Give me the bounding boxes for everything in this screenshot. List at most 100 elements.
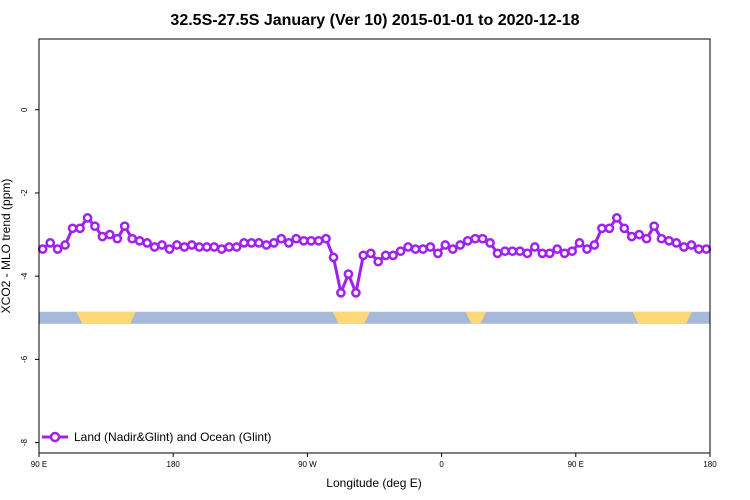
data-point xyxy=(194,242,205,252)
data-point xyxy=(127,233,138,244)
data-point xyxy=(418,244,428,254)
data-point xyxy=(142,238,152,248)
data-point xyxy=(186,240,197,250)
data-point xyxy=(574,238,585,248)
x-tick-label: 180 xyxy=(167,460,181,469)
x-axis-label: Longitude (deg E) xyxy=(326,476,421,490)
chart-title: 32.5S-27.5S January (Ver 10) 2015-01-01 … xyxy=(170,12,579,29)
data-point xyxy=(179,242,190,252)
y-tick-label: -2 xyxy=(20,189,29,197)
data-point xyxy=(60,240,70,250)
x-tick-label: 90 E xyxy=(31,460,47,469)
data-point xyxy=(485,238,495,248)
data-point xyxy=(693,244,704,254)
data-point xyxy=(544,248,555,259)
data-point xyxy=(470,233,481,244)
x-tick-label: 180 xyxy=(703,460,717,469)
data-point xyxy=(321,233,331,244)
y-tick-label: -6 xyxy=(20,355,29,363)
data-point xyxy=(679,242,689,252)
data-point xyxy=(209,242,220,252)
data-point xyxy=(157,240,167,250)
data-point xyxy=(52,244,63,254)
data-point xyxy=(306,235,316,246)
data-point xyxy=(589,240,600,250)
data-point xyxy=(328,252,339,263)
data-point xyxy=(269,238,279,248)
data-point xyxy=(45,238,56,248)
data-point xyxy=(686,240,697,250)
x-tick-label: 90 W xyxy=(298,460,317,469)
data-point xyxy=(246,238,257,248)
data-point xyxy=(582,244,592,254)
data-point xyxy=(529,242,540,252)
data-point xyxy=(134,235,145,246)
y-tick-label: -4 xyxy=(20,272,29,280)
data-point xyxy=(664,235,674,246)
data-point xyxy=(567,246,577,257)
data-point xyxy=(298,235,309,246)
legend-label: Land (Nadir&Glint) and Ocean (Glint) xyxy=(74,430,271,444)
data-point xyxy=(90,221,100,232)
data-point xyxy=(239,238,249,248)
data-point xyxy=(82,213,93,223)
data-point xyxy=(104,229,115,240)
data-point xyxy=(231,242,242,252)
y-tick-label: 0 xyxy=(20,107,29,112)
x-axis-ticks: 90 E 180 90 W 0 90 E 180 xyxy=(31,453,717,469)
data-point xyxy=(492,248,503,259)
plot-frame xyxy=(38,38,711,454)
data-point xyxy=(522,248,533,259)
land-segment-2 xyxy=(465,311,487,324)
data-point xyxy=(537,248,548,259)
data-point xyxy=(164,244,175,254)
data-point xyxy=(515,246,525,257)
legend-marker xyxy=(49,431,61,443)
data-point xyxy=(455,240,466,250)
data-point xyxy=(440,240,451,250)
data-point xyxy=(634,229,645,240)
data-point xyxy=(462,235,473,246)
data-point xyxy=(507,246,518,257)
data-point xyxy=(172,240,182,250)
data-point xyxy=(365,248,376,259)
data-point xyxy=(201,242,212,252)
x-tick-label: 0 xyxy=(439,460,444,469)
series-layer xyxy=(37,213,712,298)
data-point xyxy=(552,244,563,254)
data-point xyxy=(119,221,130,232)
land-segment-1 xyxy=(332,311,371,324)
data-point xyxy=(619,223,630,234)
y-tick-label: -8 xyxy=(20,438,29,446)
data-point xyxy=(626,231,637,242)
data-point xyxy=(254,238,264,248)
data-point xyxy=(641,233,652,244)
data-point xyxy=(649,221,659,232)
data-point xyxy=(224,242,234,252)
data-point xyxy=(611,213,622,223)
data-point xyxy=(403,242,413,252)
data-point xyxy=(351,287,361,298)
data-point xyxy=(597,223,607,234)
data-point xyxy=(477,233,488,244)
data-point xyxy=(395,246,406,257)
surface-band xyxy=(39,311,710,324)
data-point xyxy=(276,233,287,244)
data-point xyxy=(291,233,302,244)
data-point xyxy=(671,238,682,248)
data-point xyxy=(559,248,570,259)
data-point xyxy=(500,246,510,257)
data-point xyxy=(447,244,458,254)
ocean-band xyxy=(39,311,710,324)
data-point xyxy=(67,223,78,234)
data-point xyxy=(656,233,667,244)
data-point xyxy=(410,244,421,254)
data-point xyxy=(380,250,391,261)
data-point xyxy=(149,242,160,252)
data-point xyxy=(261,240,272,250)
data-point xyxy=(37,244,48,254)
y-axis-label: XCO2 - MLO trend (ppm) xyxy=(0,179,13,314)
data-point xyxy=(604,223,615,234)
land-segment-0 xyxy=(76,311,136,324)
